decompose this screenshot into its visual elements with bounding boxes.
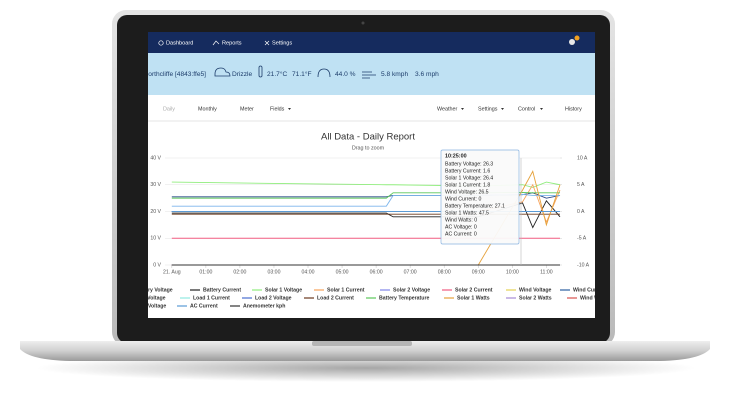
y2-tick-label: -10 A xyxy=(577,262,590,268)
legend-entry: Battery Voltage xyxy=(135,287,173,293)
menu[interactable]: History xyxy=(565,106,582,112)
tooltip-row: Solar 1 Watts: 47.5 xyxy=(445,210,489,216)
x-tick-label: 03:00 xyxy=(267,269,280,275)
legend-entry: Battery Current xyxy=(203,287,241,293)
temp-f: 71.1°F xyxy=(292,70,312,78)
icon xyxy=(258,65,263,78)
menu[interactable]: Settings xyxy=(478,106,498,112)
tooltip-box xyxy=(440,149,520,245)
icon xyxy=(158,40,164,46)
x-tick-label: 08:00 xyxy=(438,269,451,275)
screen: Dashboard Reports Settings Northcliffe [… xyxy=(129,32,608,318)
legend-entry: Solar 2 Voltage xyxy=(393,287,430,293)
tooltip-row: AC Voltage: 0 xyxy=(445,224,477,230)
x-tick-label: 01:00 xyxy=(199,269,212,275)
x-tick-label: 07:00 xyxy=(404,269,417,275)
menu[interactable]: Weather xyxy=(437,106,457,112)
camera xyxy=(361,21,365,25)
tooltip-row: Battery Current: 1.6 xyxy=(445,168,490,174)
x-tick-label: 10:00 xyxy=(506,269,519,275)
y-tick-label: 30 V xyxy=(150,182,161,188)
tooltip-row: Solar 1 Voltage: 26.4 xyxy=(445,175,493,181)
nav-bar xyxy=(148,32,595,53)
chart-title: All Data - Daily Report xyxy=(321,132,415,143)
x-tick-label: 11:00 xyxy=(540,269,553,275)
badge xyxy=(574,35,580,41)
legend-entry: Load 2 Voltage xyxy=(255,295,292,301)
tooltip-row: Wind Voltage: 26.5 xyxy=(445,189,489,195)
icon xyxy=(362,71,376,79)
user-icon[interactable] xyxy=(569,39,575,45)
legend-entry: Wind Current xyxy=(573,287,606,293)
y-tick-label: 10 V xyxy=(150,236,161,242)
tooltip-time: 10:25:00 xyxy=(445,153,467,159)
menu[interactable]: Control xyxy=(518,106,535,112)
wind-kmph: 5.8 kmph xyxy=(381,71,408,78)
legend-entry: Solar 2 Current xyxy=(455,287,493,293)
x-tick-label: 02:00 xyxy=(233,269,246,275)
y-tick-label: 40 V xyxy=(150,155,161,161)
notch xyxy=(312,341,412,346)
tooltip-row: Wind Watts: 0 xyxy=(445,217,477,223)
icon xyxy=(264,40,270,46)
y2-tick-label: 5 A xyxy=(577,182,585,188)
nav-item[interactable]: Dashboard xyxy=(166,40,193,46)
base xyxy=(20,341,710,361)
station: Northcliffe [4843:ffe5] xyxy=(144,71,207,78)
humidity: 44.0 % xyxy=(335,71,356,78)
y2-tick-label: -5 A xyxy=(577,236,587,242)
tab[interactable]: Meter xyxy=(240,106,254,112)
x-tick-label: 06:00 xyxy=(370,269,383,275)
tooltip-row: Battery Temperature: 27.1 xyxy=(445,203,505,209)
chart-subtitle: Drag to zoom xyxy=(352,145,385,151)
nav-item[interactable]: Settings xyxy=(272,40,292,46)
legend-entry: Solar 2 Watts xyxy=(519,295,552,301)
wind-mph: 3.6 mph xyxy=(415,71,439,78)
x-tick-label: 21. Aug xyxy=(163,269,181,275)
legend-entry: Load 1 Current xyxy=(193,295,230,301)
legend-entry: AC Voltage xyxy=(139,303,166,309)
legend-entry: Wind Watts xyxy=(580,295,608,301)
legend-entry: Anemometer kph xyxy=(243,303,285,309)
icon xyxy=(212,40,220,46)
tooltip-row: Wind Current: 0 xyxy=(445,196,481,202)
temp-c: 21.7°C xyxy=(267,70,287,78)
x-tick-label: 05:00 xyxy=(336,269,349,275)
icon xyxy=(214,67,231,77)
tab[interactable]: Daily xyxy=(163,106,175,112)
nav-item[interactable]: Reports xyxy=(222,40,242,46)
tab[interactable]: Monthly xyxy=(198,106,217,112)
legend-entry: Battery Temperature xyxy=(379,295,429,301)
y2-tick-label: 10 A xyxy=(577,155,588,161)
condition: Drizzle xyxy=(232,71,252,78)
legend-entry: Wind Voltage xyxy=(519,287,552,293)
chart: 0 V 10 V 20 V 30 V 40 V -10 A -5 A 0 A 5 A 10 A 21… xyxy=(129,149,608,309)
x-tick-label: 04:00 xyxy=(302,269,315,275)
legend-entry: Load 1 Voltage xyxy=(129,295,166,301)
legend-entry: AC Current xyxy=(190,303,218,309)
legend-entry: Load 2 Current xyxy=(317,295,354,301)
legend-entry: Solar 1 Voltage xyxy=(265,287,302,293)
tooltip-row: Battery Voltage: 26.3 xyxy=(445,161,493,167)
tab[interactable]: Fields xyxy=(270,106,285,112)
x-tick-label: 09:00 xyxy=(472,269,485,275)
legend-entry: Solar 1 Current xyxy=(327,287,365,293)
weather-bar xyxy=(148,53,595,95)
tooltip-row: AC Current: 0 xyxy=(445,231,477,237)
y-tick-label: 0 V xyxy=(153,262,161,268)
y2-tick-label: 0 A xyxy=(577,209,585,215)
legend-entry: Solar 1 Watts xyxy=(457,295,490,301)
y-tick-label: 20 V xyxy=(150,209,161,215)
icon xyxy=(317,68,331,78)
tooltip-row: Solar 1 Current: 1.8 xyxy=(445,182,490,188)
